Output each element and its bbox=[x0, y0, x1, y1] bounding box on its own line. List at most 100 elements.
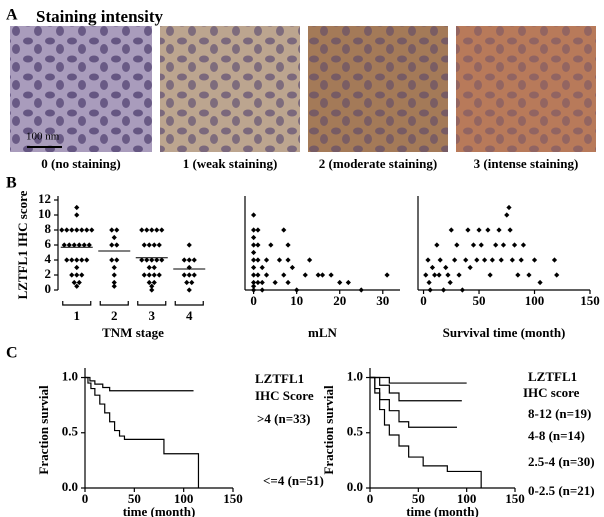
data-point bbox=[151, 264, 157, 271]
data-point bbox=[259, 287, 265, 293]
data-point bbox=[281, 227, 287, 233]
data-point bbox=[146, 272, 152, 278]
data-point bbox=[429, 264, 436, 271]
data-point bbox=[151, 272, 157, 278]
data-point bbox=[448, 227, 454, 233]
data-point bbox=[259, 264, 265, 271]
data-point bbox=[434, 242, 440, 248]
legend-label: <=4 (n=51) bbox=[263, 473, 324, 488]
data-point bbox=[285, 257, 291, 263]
panel-title: Staining intensity bbox=[36, 7, 164, 26]
data-point bbox=[452, 257, 458, 263]
x-tick-label: 150 bbox=[505, 491, 525, 506]
data-point bbox=[459, 287, 465, 293]
data-point bbox=[467, 264, 473, 271]
data-point bbox=[74, 283, 80, 289]
data-point bbox=[64, 227, 70, 233]
data-point bbox=[114, 257, 120, 263]
data-point bbox=[289, 264, 295, 271]
data-point bbox=[447, 279, 453, 286]
data-point bbox=[443, 264, 449, 271]
y-tick-label: 2 bbox=[45, 266, 52, 281]
x-tick-label: 150 bbox=[580, 293, 600, 308]
data-point bbox=[84, 257, 90, 263]
data-point bbox=[71, 279, 77, 286]
data-point bbox=[191, 257, 197, 263]
x-tick-label: 50 bbox=[473, 293, 486, 308]
data-point bbox=[259, 279, 265, 286]
data-point bbox=[149, 283, 155, 289]
y-tick-label: 0 bbox=[45, 281, 52, 296]
x-tick-label: 0 bbox=[250, 293, 257, 308]
survival-curve bbox=[370, 376, 482, 488]
data-point bbox=[319, 272, 326, 278]
x-tick-label: 30 bbox=[376, 293, 389, 308]
bracket bbox=[137, 301, 167, 306]
data-point bbox=[251, 257, 257, 263]
data-point bbox=[281, 272, 287, 278]
x-axis-label: time (month) bbox=[406, 504, 479, 517]
data-point bbox=[425, 257, 431, 263]
x-axis-label: mLN bbox=[308, 325, 338, 340]
data-point bbox=[263, 272, 270, 278]
legend-title: LZTFL1 bbox=[255, 371, 304, 386]
data-point bbox=[156, 272, 162, 278]
data-point bbox=[440, 287, 447, 293]
data-point bbox=[456, 272, 462, 278]
data-point bbox=[146, 279, 152, 286]
data-point bbox=[272, 279, 278, 286]
data-point bbox=[426, 279, 432, 286]
data-point bbox=[294, 287, 300, 293]
x-axis-label: TNM stage bbox=[102, 325, 164, 340]
data-point bbox=[251, 242, 257, 248]
data-point bbox=[337, 279, 343, 286]
survival-curve bbox=[85, 376, 200, 488]
data-point bbox=[66, 242, 72, 248]
data-point bbox=[149, 257, 155, 263]
data-point bbox=[255, 279, 261, 286]
data-point bbox=[149, 227, 155, 233]
data-point bbox=[74, 212, 80, 218]
data-point bbox=[268, 242, 274, 248]
image-caption: 2 (moderate staining) bbox=[319, 156, 437, 171]
legend-label: 4-8 (n=14) bbox=[528, 428, 585, 443]
y-tick-label: 1.0 bbox=[347, 369, 363, 384]
data-point bbox=[144, 257, 150, 263]
data-point bbox=[302, 272, 308, 278]
data-point bbox=[470, 242, 477, 248]
data-point bbox=[463, 257, 469, 263]
y-tick-label: 0.5 bbox=[62, 424, 79, 439]
data-point bbox=[489, 257, 495, 263]
y-axis-label: Fraction survial bbox=[36, 385, 51, 475]
data-point bbox=[79, 227, 85, 233]
data-point bbox=[427, 287, 433, 293]
data-point bbox=[500, 242, 507, 248]
data-point bbox=[537, 279, 543, 286]
x-tick-label: 100 bbox=[457, 491, 477, 506]
y-axis-label: LZTFL1 IHC score bbox=[15, 190, 30, 299]
data-point bbox=[423, 272, 429, 278]
data-point bbox=[111, 279, 117, 286]
data-point bbox=[64, 257, 70, 263]
data-point bbox=[263, 257, 270, 263]
x-tick-label: 10 bbox=[290, 293, 303, 308]
data-point bbox=[432, 272, 438, 278]
legend-title: IHC Score bbox=[255, 388, 314, 403]
data-point bbox=[79, 272, 85, 278]
data-point bbox=[181, 257, 187, 263]
data-point bbox=[251, 234, 257, 241]
data-point bbox=[141, 272, 147, 278]
y-tick-label: 0.0 bbox=[347, 479, 363, 494]
data-point bbox=[186, 242, 192, 248]
data-point bbox=[69, 257, 75, 263]
data-point bbox=[146, 264, 152, 271]
data-point bbox=[184, 279, 190, 286]
x-tick-label: 4 bbox=[186, 308, 193, 323]
image-texture bbox=[10, 26, 152, 152]
histology-images: 100 nm 0 (no staining) 1 (weak staining)… bbox=[10, 26, 596, 171]
data-point bbox=[345, 279, 351, 286]
data-point bbox=[159, 227, 165, 233]
data-point bbox=[526, 272, 532, 278]
data-point bbox=[109, 257, 115, 263]
